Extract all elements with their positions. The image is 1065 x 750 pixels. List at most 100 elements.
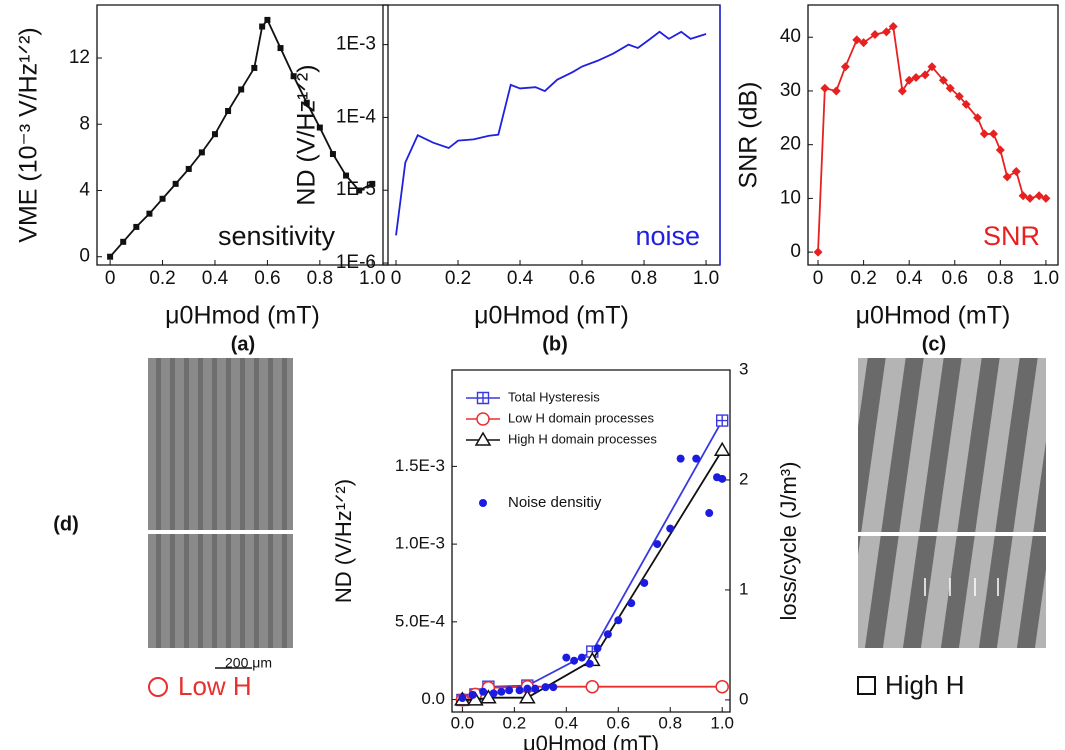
marker [159,195,166,202]
marker [329,151,336,158]
marker [474,431,492,446]
x-tick-label: 0.6 [569,268,595,289]
marker [1034,191,1044,201]
marker [515,686,524,695]
series-line [817,24,1047,253]
marker [476,391,490,405]
marker [840,62,850,72]
x-tick-label: 0 [391,268,402,289]
marker [1041,193,1051,203]
panel-label: (c) [922,333,946,355]
y-tick-label: 8 [79,113,90,134]
marker [489,689,498,698]
y2-axis-label: loss/cycle (J/m³) [776,462,801,621]
y-tick-label: 5.0E-4 [395,611,445,630]
marker [713,441,731,457]
marker [505,686,514,695]
y-tick-label: 1E-5 [336,179,376,200]
annotation: SNR [983,221,1040,251]
marker [277,45,284,52]
annotation: noise [635,221,700,251]
marker [476,412,490,426]
marker [570,656,579,665]
marker [467,691,484,706]
micrograph [858,358,1046,532]
caption-icon [857,676,876,695]
panel-label: (d) [53,513,79,535]
marker [225,107,232,114]
marker [251,64,258,71]
scale-label: 200 μm [225,655,272,671]
marker [979,129,989,139]
x-tick-label: 0.2 [445,268,471,289]
plot-frame [807,4,1059,266]
marker [303,99,310,106]
micrograph [858,536,1046,648]
y2-tick-label: 3 [739,359,748,378]
x-tick-label: 0.6 [254,268,280,289]
marker [107,253,114,260]
y-axis-label: VME (10⁻³ V/Hz¹ᐟ²) [15,27,43,242]
x-tick-label: 1.0 [359,268,385,289]
marker [666,524,675,533]
marker [146,210,153,217]
marker [676,454,685,463]
marker [468,690,477,699]
y-tick-label: 12 [69,47,90,68]
marker [479,687,488,696]
marker [238,86,245,93]
marker [1002,172,1012,182]
legend-label: Noise densitiy [508,494,602,511]
marker [627,599,636,608]
marker [523,684,532,693]
marker [852,35,862,45]
y-tick-label: 1E-4 [336,106,377,127]
marker [715,679,729,694]
x-axis-label: μ0Hmod (mT) [165,302,320,330]
marker [497,687,506,696]
marker [198,149,205,156]
legend-label: High H domain processes [508,431,657,446]
image-caption: Low H [178,671,252,701]
marker [290,73,297,80]
marker [911,73,921,83]
x-tick-label: 0.2 [503,713,527,732]
legend-label: Total Hysteresis [508,389,600,404]
x-tick-label: 0.2 [149,268,175,289]
y-tick-label: 40 [780,26,801,47]
marker [973,113,983,123]
marker [585,659,594,668]
marker [989,129,999,139]
marker [938,75,948,85]
plot-frame [451,369,731,713]
domain-arrows [924,578,999,596]
x-tick-label: 0.4 [507,268,534,289]
x-tick-label: 0.2 [850,268,876,289]
marker [264,16,271,23]
x-tick-label: 0.0 [451,713,475,732]
marker [259,23,266,30]
marker [519,689,536,704]
marker [541,683,550,692]
marker [593,644,602,653]
marker [549,683,558,692]
marker [172,180,179,187]
marker [1011,167,1021,177]
x-axis-label: μ0Hmod (mT) [856,302,1011,330]
marker [343,172,350,179]
marker [859,38,869,48]
marker [705,509,714,518]
x-tick-label: 1.0 [710,713,734,732]
micrograph [148,534,293,648]
x-tick-label: 0 [813,268,824,289]
series-line [109,18,373,258]
marker [1018,191,1028,201]
y-tick-label: 1E-6 [336,252,376,273]
marker [185,165,192,172]
x-tick-label: 0.8 [307,268,333,289]
x-tick-label: 0.8 [987,268,1013,289]
marker [813,247,823,257]
marker [120,238,127,245]
y-axis-label: ND (V/Hz¹ᐟ²) [293,64,321,205]
